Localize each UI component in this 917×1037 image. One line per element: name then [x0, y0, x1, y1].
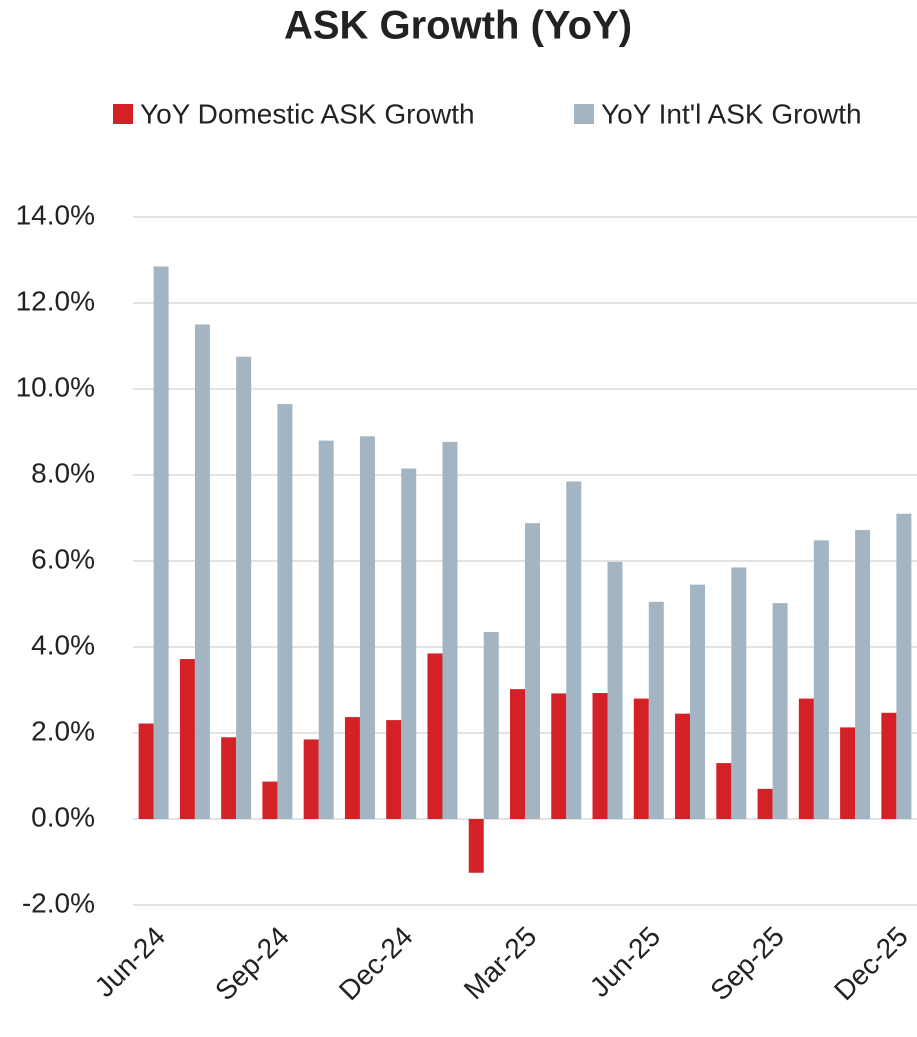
bar [427, 653, 443, 819]
bar [551, 693, 567, 819]
x-tick-label: Sep-24 [209, 921, 295, 1007]
x-tick-label: Mar-25 [458, 921, 543, 1006]
bar [881, 712, 897, 819]
bar [716, 763, 732, 819]
bar [236, 356, 252, 819]
bar [798, 698, 814, 819]
bar [772, 603, 788, 819]
y-tick-label: 8.0% [31, 457, 95, 488]
bar [401, 468, 417, 819]
bar [138, 723, 154, 819]
y-tick-label: 4.0% [31, 629, 95, 660]
bar [855, 530, 871, 819]
chart-title: ASK Growth (YoY) [284, 4, 632, 48]
bar [277, 404, 293, 819]
legend-label: YoY Domestic ASK Growth [140, 98, 475, 129]
bar [359, 436, 375, 819]
bar [221, 737, 237, 819]
bar [566, 481, 582, 819]
x-tick-label: Dec-25 [828, 921, 914, 1007]
bar [510, 689, 525, 819]
bar [303, 739, 319, 819]
bar [153, 266, 169, 819]
bar [607, 561, 623, 819]
bar [194, 324, 210, 819]
bar [757, 788, 773, 819]
bar [896, 513, 912, 819]
bar [633, 698, 649, 819]
x-tick-label: Sep-25 [704, 921, 790, 1007]
y-tick-label: 6.0% [31, 543, 95, 574]
x-tick-label: Jun-24 [89, 921, 171, 1003]
legend-swatch [574, 104, 594, 124]
y-tick-label: 14.0% [16, 199, 95, 230]
legend-label: YoY Int'l ASK Growth [601, 98, 862, 129]
bar [344, 717, 360, 819]
bar [318, 440, 334, 819]
bar [179, 659, 195, 819]
y-tick-label: 0.0% [31, 801, 95, 832]
y-tick-label: 10.0% [16, 371, 95, 402]
bar [592, 693, 608, 819]
bar [525, 523, 540, 819]
bar [840, 727, 856, 819]
bar [675, 713, 691, 819]
bar [813, 540, 829, 819]
legend-swatch [113, 104, 133, 124]
bar [468, 819, 484, 873]
y-tick-label: 2.0% [31, 715, 95, 746]
bar [690, 584, 706, 819]
bar [648, 601, 664, 819]
bar [442, 441, 458, 819]
bar [731, 567, 747, 819]
bar [386, 720, 402, 819]
bar [262, 781, 278, 819]
bar [483, 631, 499, 819]
x-tick-label: Dec-24 [333, 921, 419, 1007]
y-tick-label: -2.0% [22, 887, 95, 918]
x-tick-label: Jun-25 [584, 921, 666, 1003]
y-tick-label: 12.0% [16, 285, 95, 316]
